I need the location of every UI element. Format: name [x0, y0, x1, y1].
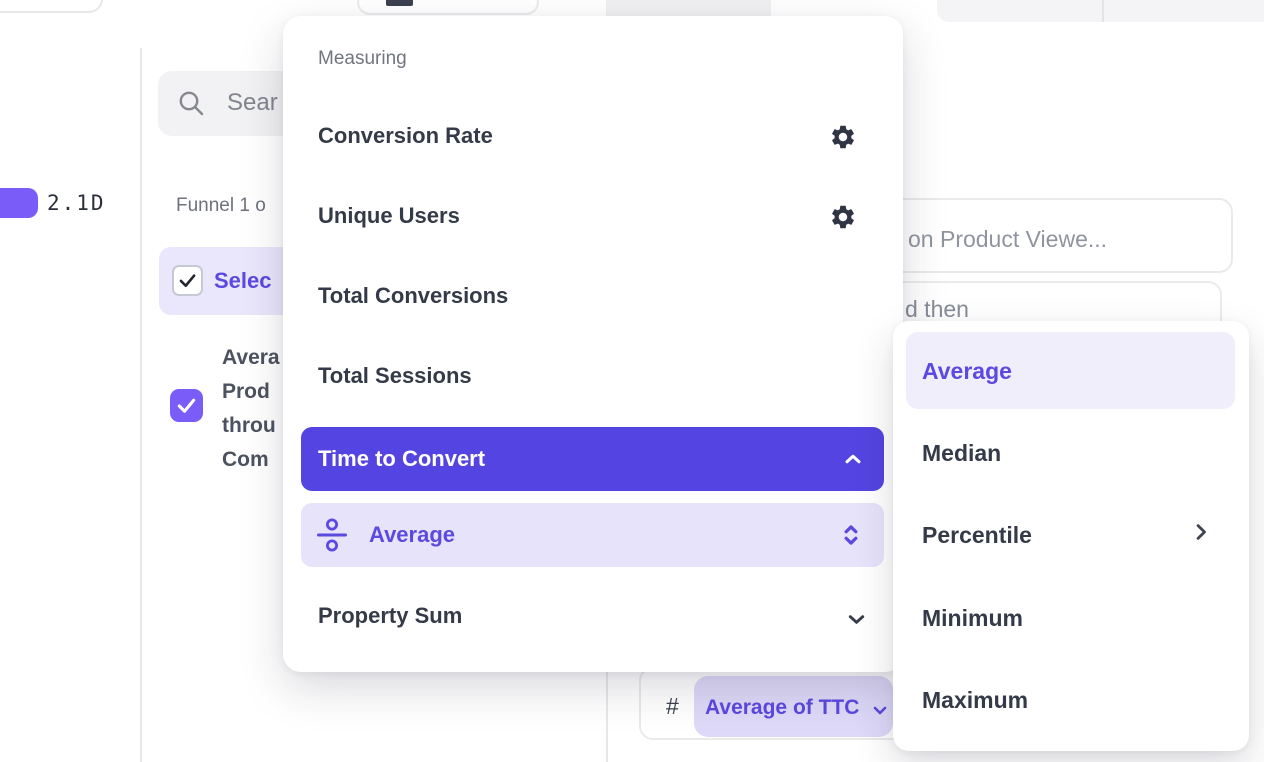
- submenu-item-average[interactable]: Average: [922, 358, 1012, 384]
- duration-badge: 2.1D: [47, 191, 106, 215]
- submenu-item-minimum[interactable]: Minimum: [922, 605, 1023, 631]
- event-step-label: on Product Viewe...: [908, 226, 1108, 252]
- menu-item-total-sessions[interactable]: Total Sessions: [318, 363, 472, 388]
- measuring-header: Measuring: [318, 48, 407, 69]
- step-description-line: throu: [222, 414, 276, 437]
- chevron-down-icon: [848, 615, 865, 624]
- left-column-divider: [140, 48, 142, 762]
- search-text: Sear: [227, 89, 278, 116]
- series-color-pill: [0, 188, 38, 218]
- submenu-item-maximum[interactable]: Maximum: [922, 687, 1029, 713]
- step-description-line: Avera: [222, 346, 280, 369]
- menu-item-total-conversions[interactable]: Total Conversions: [318, 283, 509, 308]
- select-all-checkbox[interactable]: [172, 265, 203, 296]
- measuring-dropdown: Measuring Conversion Rate Unique Users T…: [283, 16, 903, 672]
- menu-item-label: Time to Convert: [318, 446, 486, 471]
- gear-icon[interactable]: [829, 123, 857, 151]
- chevron-up-icon: [845, 454, 861, 464]
- gear-icon[interactable]: [829, 203, 857, 231]
- menu-item-average-selector[interactable]: Average: [301, 503, 884, 567]
- toolbar-button[interactable]: [357, 0, 539, 15]
- top-left-card: [0, 0, 103, 13]
- top-right-bar: [937, 0, 1264, 22]
- step-description-line: Prod: [222, 380, 270, 403]
- menu-item-property-sum[interactable]: Property Sum: [318, 603, 463, 628]
- unfold-chevrons-icon: [844, 525, 858, 545]
- funnel-label: Funnel 1 o: [176, 195, 266, 216]
- step-description: Avera Prod throu Com: [222, 341, 280, 477]
- checkmark-icon: [179, 274, 196, 288]
- selected-item-highlight: [906, 332, 1235, 409]
- step-description-line: Com: [222, 448, 269, 471]
- submenu-item-median[interactable]: Median: [922, 440, 1002, 466]
- step-checkbox-checked[interactable]: [170, 389, 203, 422]
- and-then-label: d then: [905, 296, 969, 322]
- menu-item-unique-users[interactable]: Unique Users: [318, 203, 460, 228]
- submenu-item-percentile[interactable]: Percentile: [922, 522, 1032, 548]
- menu-item-conversion-rate[interactable]: Conversion Rate: [318, 123, 493, 148]
- checkmark-icon: [177, 398, 196, 413]
- metric-type-symbol: #: [666, 693, 679, 719]
- menu-item-label: Average: [369, 522, 456, 547]
- top-right-bar-divider: [1102, 0, 1104, 22]
- metric-selector-pill[interactable]: [694, 676, 893, 737]
- top-tab-segment[interactable]: [606, 0, 771, 21]
- aggregation-submenu: Average Median Percentile Minimum Maximu…: [893, 321, 1249, 751]
- search-icon: [179, 91, 204, 116]
- chevron-right-icon: [1196, 524, 1206, 540]
- average-divide-icon: [317, 518, 347, 552]
- chevron-down-icon: [873, 706, 887, 715]
- select-all-label: Selec: [214, 268, 272, 293]
- menu-item-time-to-convert[interactable]: Time to Convert: [301, 427, 884, 491]
- metric-selector-label: Average of TTC: [705, 696, 860, 719]
- toolbar-icon: [386, 0, 413, 6]
